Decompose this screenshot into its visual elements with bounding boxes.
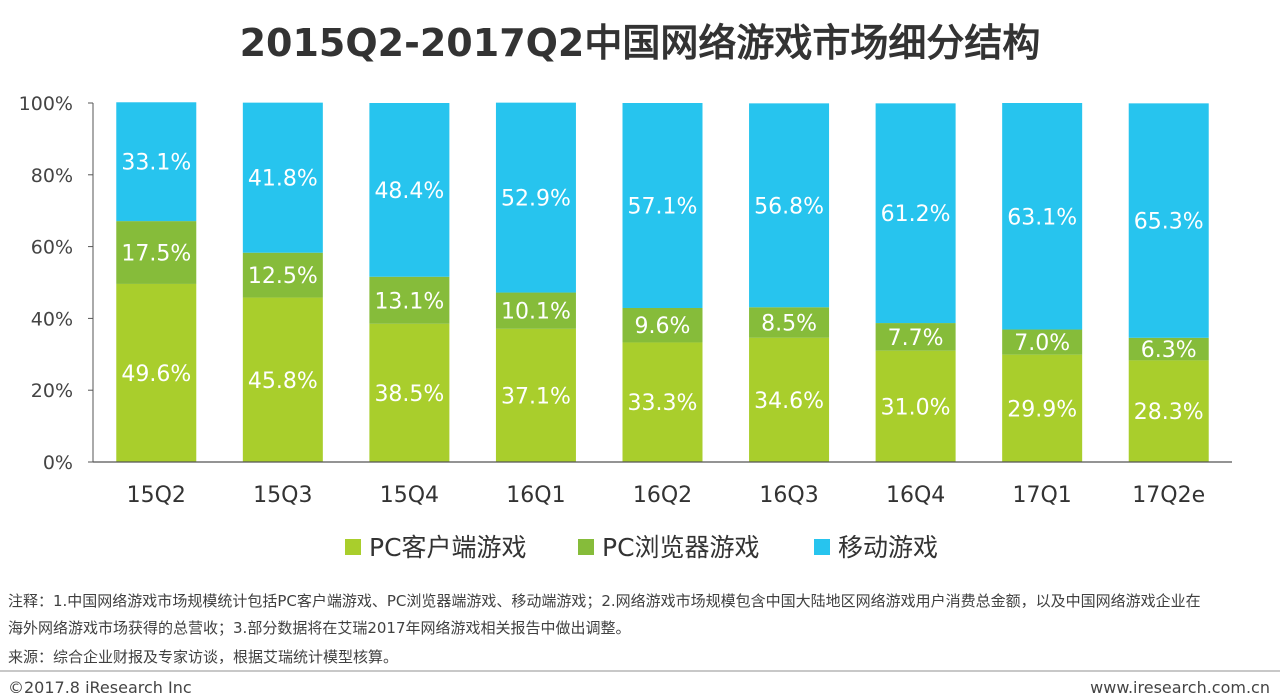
x-tick-label: 17Q2e: [1132, 483, 1205, 508]
legend-swatch: [814, 539, 830, 555]
note-line-1: 注释：1.中国网络游戏市场规模统计包括PC客户端游戏、PC浏览器端游戏、移动端游…: [8, 592, 1201, 610]
bar-segment: [495, 102, 576, 293]
bar-segment: [369, 276, 450, 324]
bar-segment: [749, 337, 830, 462]
data-label: 63.1%: [1007, 205, 1077, 230]
data-label: 13.1%: [374, 289, 444, 314]
bar-segment: [1128, 103, 1209, 338]
data-label: 10.1%: [501, 300, 571, 325]
x-tick-label: 16Q1: [506, 483, 565, 508]
bar-segment: [116, 221, 197, 284]
y-tick-label: 0%: [43, 452, 73, 474]
data-label: 37.1%: [501, 384, 571, 409]
bar-segment: [495, 328, 576, 462]
bar-segment: [875, 350, 956, 462]
x-tick-label: 17Q1: [1013, 483, 1072, 508]
bar-segment: [116, 283, 197, 462]
data-label: 9.6%: [635, 314, 691, 339]
data-label: 41.8%: [248, 167, 318, 192]
bar-segment: [495, 292, 576, 329]
x-tick-label: 15Q3: [253, 483, 312, 508]
legend-swatch: [345, 539, 361, 555]
bar-segment: [1128, 337, 1209, 361]
bar-segment: [622, 307, 703, 343]
bar-segment: [1128, 360, 1209, 462]
bar-segment: [622, 103, 703, 308]
bar-segment: [369, 323, 450, 462]
bar-segment: [875, 103, 956, 324]
data-label: 45.8%: [248, 369, 318, 394]
data-label: 61.2%: [881, 202, 951, 227]
legend-label: PC浏览器游戏: [602, 533, 760, 562]
footer-divider: [0, 670, 1280, 672]
bar-segment: [242, 252, 323, 298]
bar-segment: [1002, 329, 1083, 355]
stacked-bar-chart: 0% 20% 40% 60% 80% 100% 49.6% 17.5% 33.1% 15Q2 45.…: [19, 93, 1232, 562]
data-label: 56.8%: [754, 194, 824, 219]
y-tick-label: 20%: [31, 380, 73, 402]
legend-label: PC客户端游戏: [369, 533, 527, 562]
y-tick-label: 40%: [31, 308, 73, 330]
data-label: 28.3%: [1134, 400, 1204, 425]
data-label: 31.0%: [881, 395, 951, 420]
x-tick-label: 15Q4: [380, 483, 439, 508]
source-note: 来源：综合企业财报及专家访谈，根据艾瑞统计模型核算。: [8, 648, 399, 666]
data-label: 7.0%: [1014, 331, 1070, 356]
data-label: 48.4%: [374, 179, 444, 204]
x-tick-label: 15Q2: [127, 483, 186, 508]
bar-segment: [749, 307, 830, 338]
x-tick-label: 16Q2: [633, 483, 692, 508]
legend-swatch: [578, 539, 594, 555]
data-label: 17.5%: [121, 242, 191, 267]
bar-segment: [116, 102, 197, 222]
x-tick-label: 16Q3: [759, 483, 818, 508]
data-label: 52.9%: [501, 187, 571, 212]
data-label: 34.6%: [754, 389, 824, 414]
x-tick-label: 16Q4: [886, 483, 945, 508]
data-label: 8.5%: [761, 312, 817, 337]
chart-title: 2015Q2-2017Q2中国网络游戏市场细分结构: [239, 21, 1041, 65]
data-label: 49.6%: [121, 362, 191, 387]
bar-segment: [242, 102, 323, 253]
note-line-2: 海外网络游戏市场获得的总营收；3.部分数据将在艾瑞2017年网络游戏相关报告中做…: [8, 619, 631, 637]
data-label: 33.1%: [121, 151, 191, 176]
data-label: 33.3%: [628, 391, 698, 416]
bar-segment: [622, 342, 703, 462]
data-label: 6.3%: [1141, 338, 1197, 363]
bar-segment: [1002, 103, 1083, 330]
legend-label: 移动游戏: [838, 533, 938, 562]
bar-segment: [369, 103, 450, 277]
y-tick-label: 100%: [19, 93, 73, 115]
data-label: 57.1%: [628, 194, 698, 219]
data-label: 7.7%: [888, 326, 944, 351]
data-label: 29.9%: [1007, 397, 1077, 422]
copyright-text: ©2017.8 iResearch Inc: [8, 678, 192, 697]
data-label: 65.3%: [1134, 210, 1204, 235]
website-link: www.iresearch.com.cn: [1090, 678, 1270, 697]
bar-segment: [875, 323, 956, 351]
y-tick-label: 60%: [31, 237, 73, 259]
data-label: 38.5%: [374, 382, 444, 407]
bar-segment: [242, 297, 323, 462]
data-label: 12.5%: [248, 264, 318, 289]
bar-segment: [749, 103, 830, 308]
bar-segment: [1002, 354, 1083, 462]
y-tick-label: 80%: [31, 165, 73, 187]
